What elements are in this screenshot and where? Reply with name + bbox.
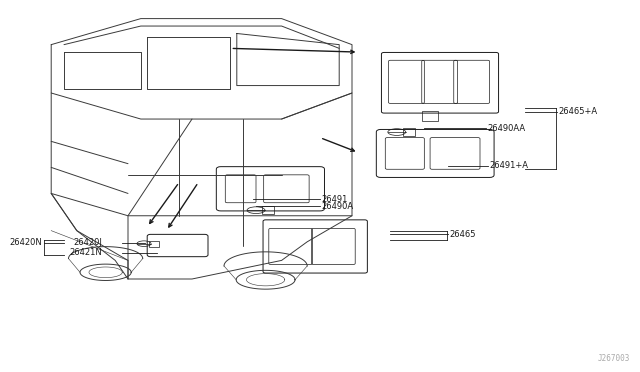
Bar (422, 111, 438, 121)
Bar (262, 206, 274, 214)
Text: 26420N: 26420N (10, 238, 42, 247)
Text: 26465+A: 26465+A (558, 107, 597, 116)
Text: J267003: J267003 (598, 354, 630, 363)
Text: 26491+A: 26491+A (489, 161, 528, 170)
Text: 26421N: 26421N (70, 248, 102, 257)
Bar (403, 128, 415, 136)
Text: 26465: 26465 (449, 230, 476, 239)
Text: 26490A: 26490A (321, 202, 353, 211)
Bar (149, 241, 159, 247)
Text: 26420J: 26420J (74, 238, 102, 247)
Text: 26491: 26491 (321, 195, 348, 203)
Text: 26490AA: 26490AA (488, 124, 526, 133)
